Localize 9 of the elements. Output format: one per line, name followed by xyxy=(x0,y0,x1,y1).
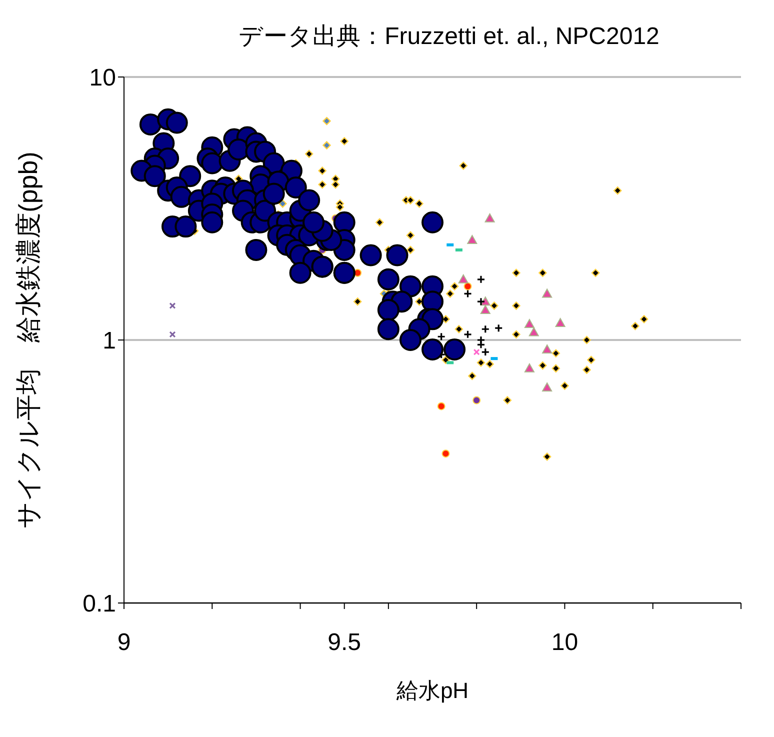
y-tick-label: 10 xyxy=(89,64,116,92)
x-tick-label: 10 xyxy=(551,629,578,656)
x-tick-label: 9.5 xyxy=(328,629,362,656)
y-axis-title: サイクル平均 給水鉄濃度(ppb) xyxy=(13,152,44,528)
chart-title: データ出典：Fruzzetti et. al., NPC2012 xyxy=(238,22,660,52)
x-axis-title: 給水pH xyxy=(395,678,469,703)
y-tick-label: 1 xyxy=(102,328,116,355)
y-tick-label: 0.1 xyxy=(82,590,116,618)
x-tick-label: 9 xyxy=(117,629,131,656)
